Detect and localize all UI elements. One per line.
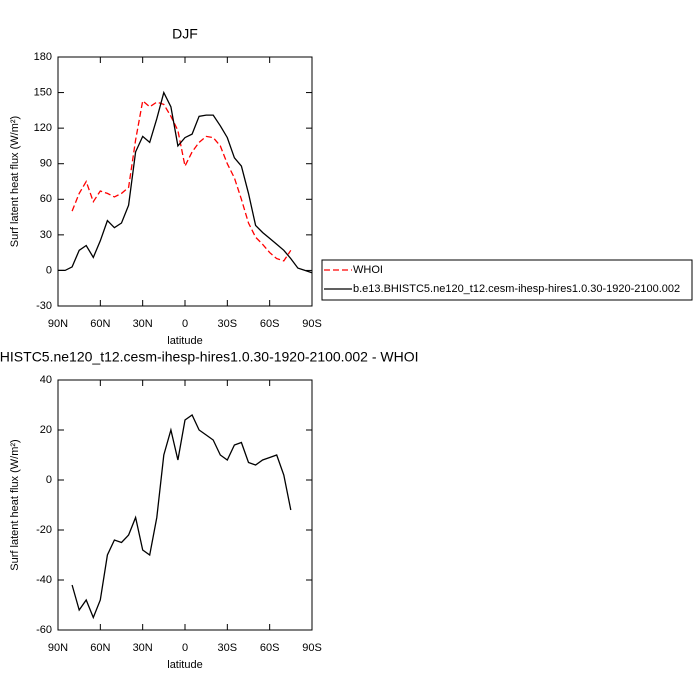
y-tick-label: -20 (36, 524, 52, 536)
x-tick-label: 0 (182, 318, 188, 330)
x-tick-label: 60N (90, 642, 110, 654)
y-tick-label: 150 (34, 86, 52, 98)
x-tick-label: 90S (302, 642, 322, 654)
x-tick-label: 90N (48, 642, 68, 654)
x-axis-label: latitude (167, 335, 202, 347)
x-tick-label: 90N (48, 318, 68, 330)
x-tick-label: 30S (218, 642, 238, 654)
y-tick-label: -40 (36, 574, 52, 586)
legend-label: b.e13.BHISTC5.ne120_t12.cesm-ihesp-hires… (353, 283, 680, 295)
y-tick-label: 0 (46, 264, 52, 276)
plot-frame (57, 56, 313, 307)
x-tick-label: 60N (90, 318, 110, 330)
x-tick-label: 60S (260, 318, 280, 330)
x-tick-label: 60S (260, 642, 280, 654)
legend-box (321, 259, 693, 301)
y-tick-label: 0 (46, 474, 52, 486)
y-tick-label: 180 (34, 51, 52, 63)
y-tick-label: 120 (34, 122, 52, 134)
x-tick-label: 90S (302, 318, 322, 330)
y-tick-label: 30 (40, 229, 52, 241)
y-tick-label: 20 (40, 424, 52, 436)
data-line (71, 99, 292, 262)
legend-label: WHOI (353, 264, 383, 276)
y-axis-label: Surf latent heat flux (W/m²) (9, 116, 21, 247)
data-line (71, 414, 292, 620)
y-tick-label: -60 (36, 624, 52, 636)
chart-title: b.e13.BHISTC5.ne120_t12.cesm-ihesp-hires… (0, 349, 418, 365)
chart-title: DJF (172, 26, 198, 42)
y-tick-label: 60 (40, 193, 52, 205)
y-tick-label: 40 (40, 374, 52, 386)
data-line (58, 90, 313, 274)
y-tick-label: 90 (40, 158, 52, 170)
plot-frame (57, 379, 313, 631)
y-axis-label: Surf latent heat flux (W/m²) (9, 439, 21, 570)
y-tick-label: -30 (36, 300, 52, 312)
x-tick-label: 0 (182, 642, 188, 654)
x-tick-label: 30N (133, 318, 153, 330)
x-tick-label: 30S (218, 318, 238, 330)
x-axis-label: latitude (167, 659, 202, 671)
x-tick-label: 30N (133, 642, 153, 654)
